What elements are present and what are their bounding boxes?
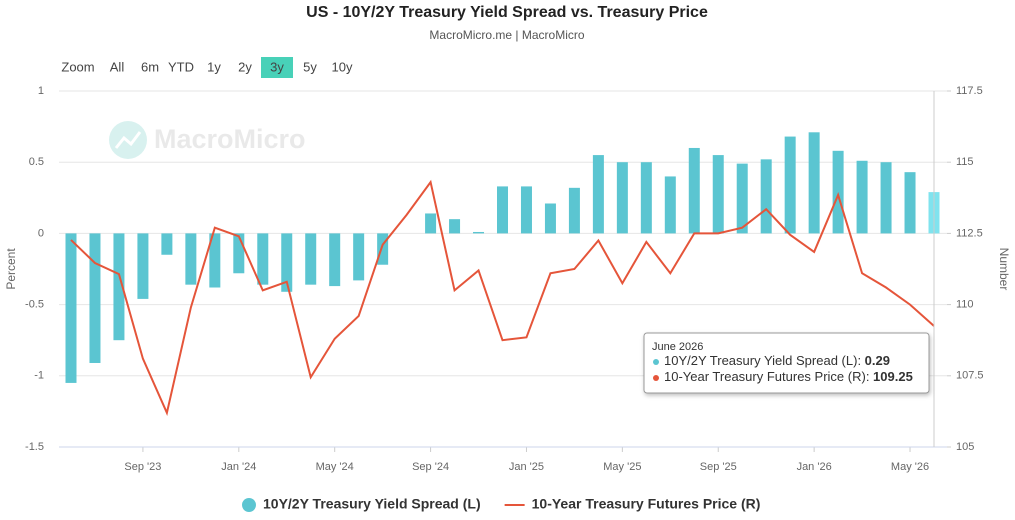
zoom-button[interactable]: 10y — [332, 59, 353, 74]
bar — [209, 233, 221, 288]
zoom-button-bg[interactable] — [261, 57, 293, 78]
bar — [377, 233, 389, 265]
zoom-label: Zoom — [61, 59, 94, 74]
bar — [233, 233, 245, 274]
bar — [760, 159, 772, 234]
bar — [281, 233, 293, 292]
chart-title: US - 10Y/2Y Treasury Yield Spread vs. Tr… — [306, 4, 708, 21]
y-axis-title: Percent — [4, 248, 18, 290]
bar — [473, 231, 485, 234]
tooltip-value: 0.29 — [865, 353, 890, 368]
bar — [305, 233, 317, 285]
bar — [353, 233, 365, 281]
bar — [161, 233, 173, 255]
y2-axis-title: Number — [997, 248, 1011, 291]
bar — [904, 172, 916, 234]
bar — [497, 186, 508, 234]
bar — [137, 233, 149, 299]
zoom-button[interactable]: 2y — [238, 59, 252, 74]
line — [70, 179, 935, 416]
y2-tick-label: 110 — [956, 299, 974, 311]
chart-subtitle: MacroMicro.me | MacroMicro — [429, 28, 584, 42]
x-tick-label: Jan '25 — [509, 461, 544, 473]
bar — [520, 186, 532, 234]
bar — [425, 213, 437, 234]
bar — [712, 155, 724, 234]
x-tick-label: Sep '25 — [700, 461, 737, 473]
y-tick-label: 0.5 — [29, 156, 44, 168]
x-tick-label: Sep '23 — [124, 461, 161, 473]
y-tick-label: 1 — [38, 85, 44, 97]
bar — [89, 233, 101, 363]
tooltip-title: June 2026 — [652, 341, 703, 353]
bar — [329, 233, 341, 287]
tooltip-value: 109.25 — [873, 369, 913, 384]
y-tick-label: 0 — [38, 227, 44, 239]
zoom-button[interactable]: 1y — [207, 59, 221, 74]
tooltip-row: 10Y/2Y Treasury Yield Spread (L): 0.29 — [664, 353, 890, 368]
x-tick-label: May '26 — [891, 461, 929, 473]
x-tick-label: May '24 — [316, 461, 354, 473]
bar — [113, 233, 125, 341]
tooltip-marker — [653, 359, 659, 365]
tooltip-sep: : — [866, 369, 873, 384]
tooltip-row: 10-Year Treasury Futures Price (R): 109.… — [664, 369, 913, 384]
zoom-button[interactable]: YTD — [168, 59, 194, 74]
zoom-button[interactable]: All — [110, 59, 125, 74]
y-tick-label: -1 — [34, 370, 44, 382]
bar — [640, 162, 652, 234]
x-tick-label: Jan '26 — [797, 461, 832, 473]
tooltip-name: 10Y/2Y Treasury Yield Spread (L) — [664, 353, 857, 368]
y-tick-label: -0.5 — [25, 299, 44, 311]
y-tick-label: -1.5 — [25, 441, 44, 453]
x-tick-label: Jan '24 — [221, 461, 256, 473]
tooltip-marker — [653, 375, 659, 381]
bar — [856, 160, 868, 234]
x-tick-label: May '25 — [603, 461, 641, 473]
legend-label[interactable]: 10Y/2Y Treasury Yield Spread (L) — [263, 496, 481, 512]
bar — [544, 203, 556, 234]
y2-tick-label: 112.5 — [956, 227, 983, 239]
bar — [65, 233, 77, 383]
bar — [568, 187, 580, 234]
bar — [832, 150, 844, 234]
bar — [616, 162, 628, 234]
tooltip-sep: : — [857, 353, 864, 368]
bar — [449, 219, 461, 234]
zoom-button[interactable]: 3y — [270, 59, 284, 74]
watermark-text: MacroMicro — [154, 124, 306, 154]
bar — [880, 162, 892, 234]
tooltip-box — [643, 332, 930, 394]
y2-tick-label: 107.5 — [956, 370, 984, 382]
tooltip-name: 10-Year Treasury Futures Price (R) — [664, 369, 866, 384]
zoom-button[interactable]: 6m — [141, 59, 159, 74]
bar — [688, 147, 700, 234]
zoom-button[interactable]: 5y — [303, 59, 317, 74]
bar — [784, 136, 796, 234]
bar — [664, 176, 676, 234]
legend-label[interactable]: 10-Year Treasury Futures Price (R) — [532, 496, 761, 512]
y2-tick-label: 117.5 — [956, 85, 983, 97]
x-tick-label: Sep '24 — [412, 461, 449, 473]
watermark: MacroMicro — [109, 121, 306, 159]
bar — [592, 155, 604, 234]
legend-marker — [242, 498, 256, 512]
y2-tick-label: 115 — [956, 156, 974, 168]
bar — [185, 233, 197, 285]
bar — [808, 132, 820, 234]
y2-tick-label: 105 — [956, 441, 974, 453]
bar — [257, 233, 269, 285]
bar — [736, 163, 748, 234]
